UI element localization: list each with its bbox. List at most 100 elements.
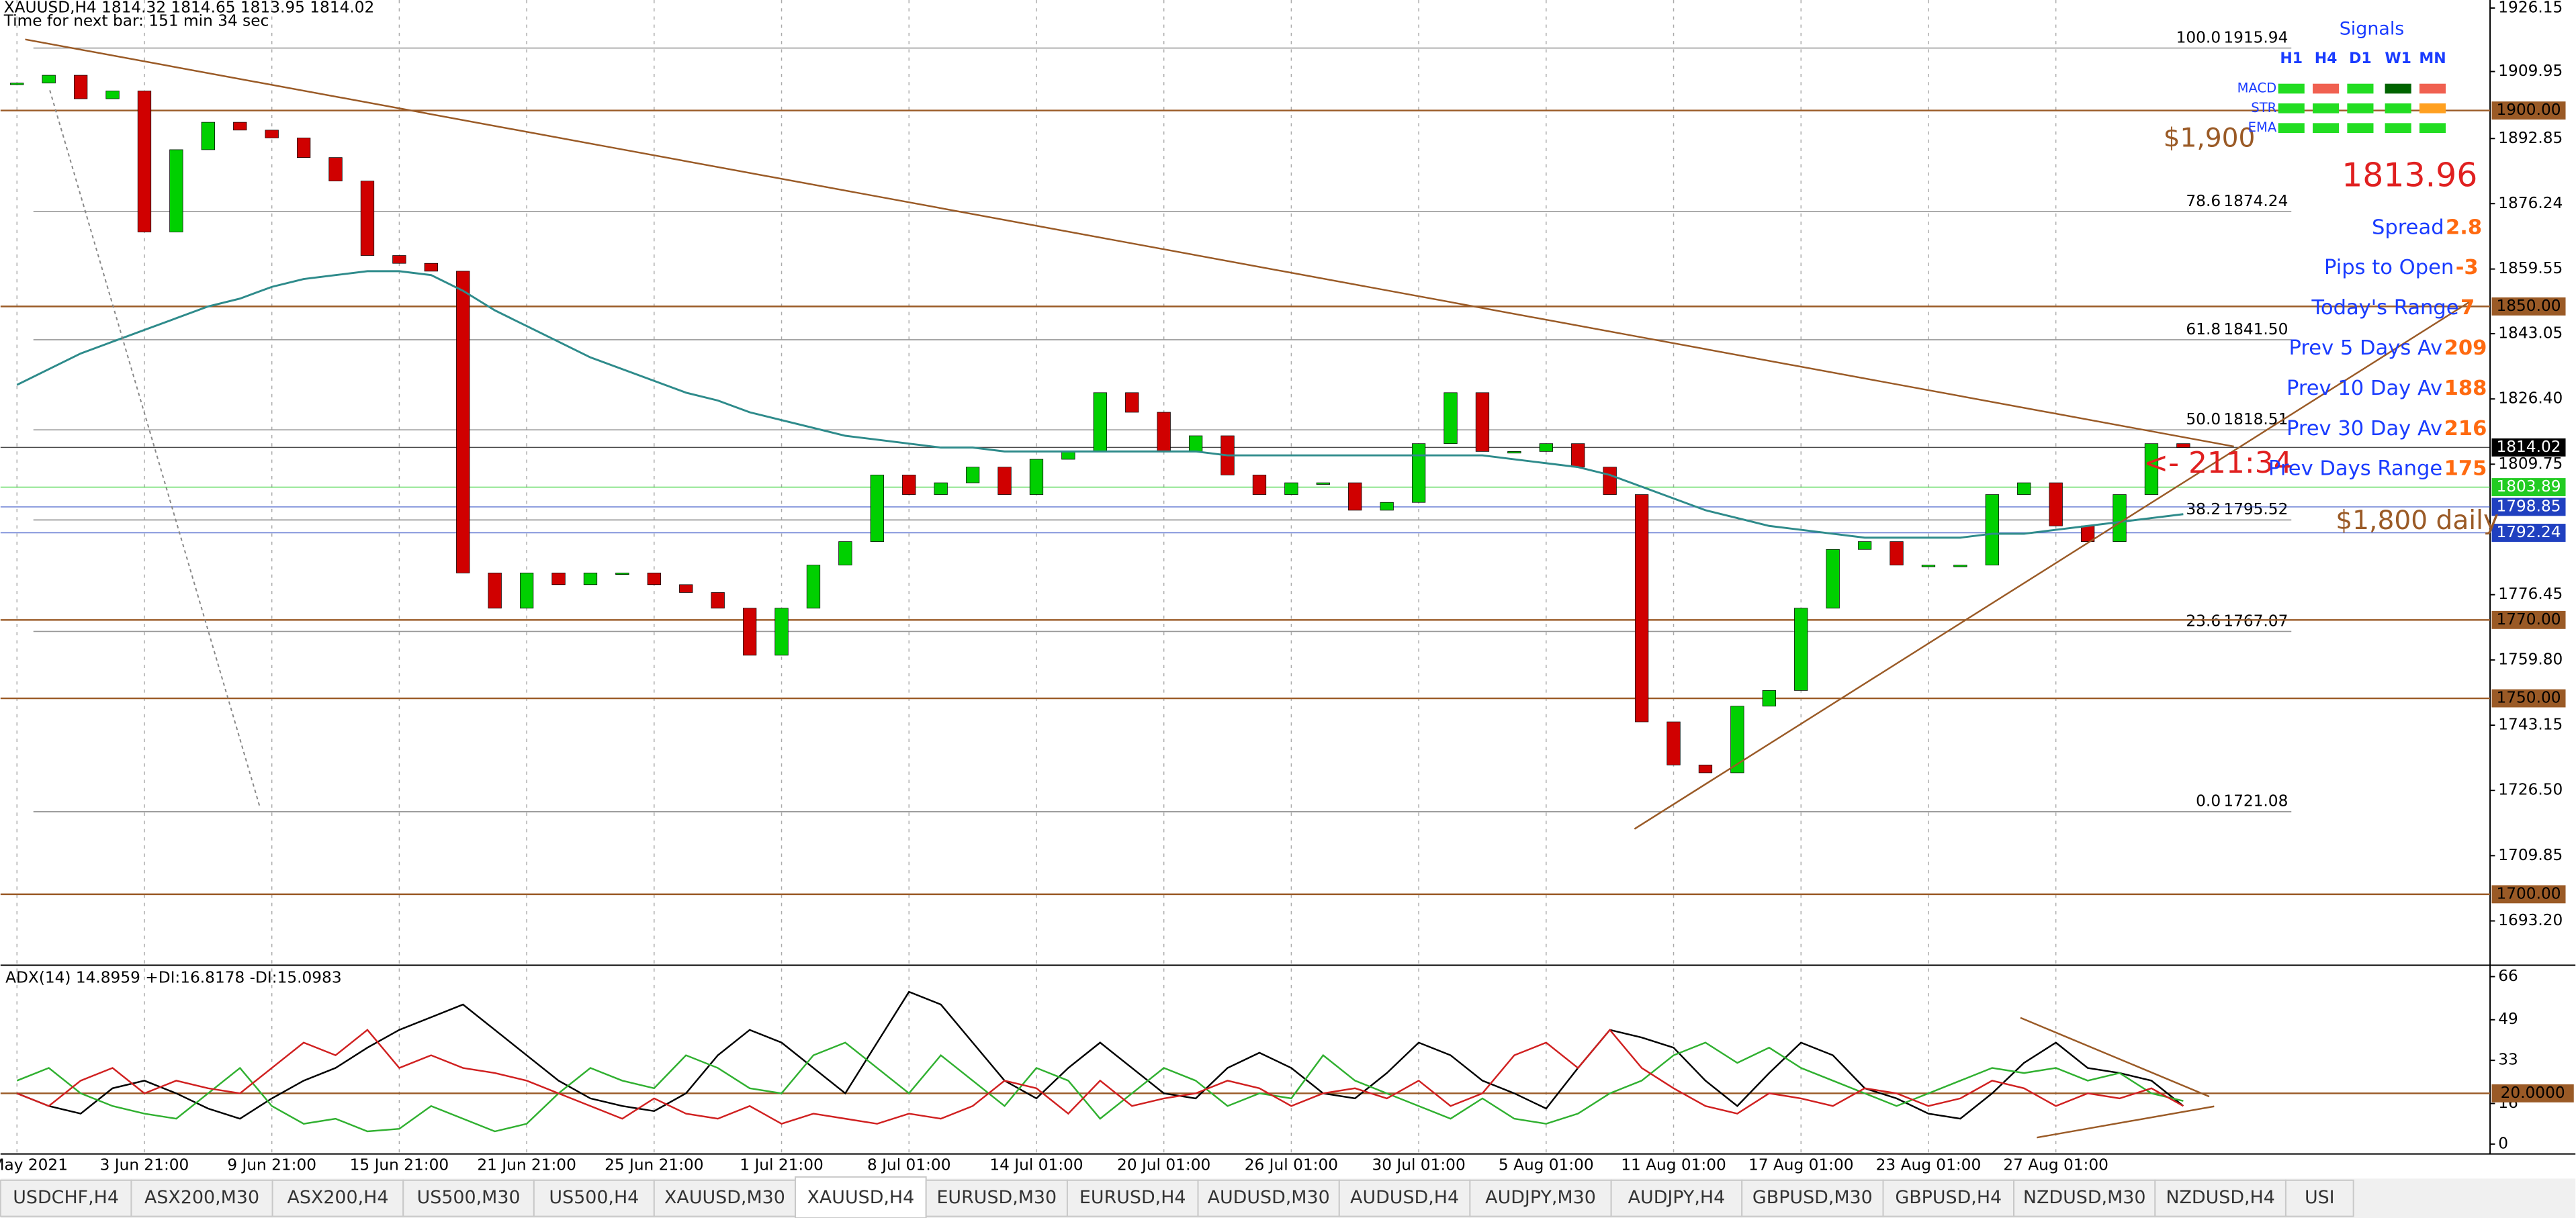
tab-label[interactable]: EURUSD,H4 <box>1079 1187 1186 1208</box>
fib-price: 1841.50 <box>2223 320 2288 338</box>
signal-box <box>2347 123 2374 134</box>
candle <box>1730 706 1744 774</box>
signal-box <box>2313 83 2340 94</box>
candle <box>1985 494 1999 565</box>
tab[interactable] <box>0 1179 132 1217</box>
candle <box>2049 482 2063 526</box>
tab[interactable] <box>1469 1179 1612 1217</box>
y-tick-label: 1776.45 <box>2498 585 2563 603</box>
annotation: $1,800 daily <box>2336 506 2499 536</box>
price-box <box>2491 524 2566 542</box>
candle <box>2144 443 2159 495</box>
signal-box <box>2278 123 2305 134</box>
candle <box>615 572 629 575</box>
active-tab[interactable] <box>795 1176 927 1218</box>
tab-label[interactable]: AUDUSD,H4 <box>1350 1187 1459 1208</box>
tab-label[interactable]: GBPUSD,M30 <box>1752 1187 1873 1208</box>
current-price: 1813.96 <box>2342 156 2477 195</box>
tab[interactable] <box>925 1179 1068 1217</box>
candle <box>1093 392 1107 452</box>
level-label: 1770.00 <box>2496 610 2561 628</box>
candle <box>1539 443 1553 452</box>
tab-label[interactable]: NZDUSD,M30 <box>2023 1187 2146 1208</box>
x-tick-label: 20 Jul 01:00 <box>1117 1156 1210 1174</box>
candle <box>711 592 725 609</box>
x-tick-label: 21 Jun 21:00 <box>477 1156 576 1174</box>
x-tick-label: 23 Aug 01:00 <box>1876 1156 1982 1174</box>
tab[interactable] <box>1338 1179 1471 1217</box>
price-box <box>2491 478 2566 496</box>
tab[interactable] <box>402 1179 535 1217</box>
y-tick-label: 1743.15 <box>2498 716 2563 734</box>
signal-box <box>2419 83 2446 94</box>
x-tick-label: 3 Jun 21:00 <box>100 1156 189 1174</box>
tab[interactable] <box>130 1179 273 1217</box>
trend-line <box>25 38 2234 448</box>
tab-label[interactable]: EURUSD,M30 <box>936 1187 1057 1208</box>
candle <box>1475 392 1490 452</box>
level-label: 1700.00 <box>2496 884 2561 902</box>
candle <box>42 75 56 84</box>
candle <box>1380 502 1394 511</box>
tab-label[interactable]: ASX200,H4 <box>287 1187 388 1208</box>
tab-label[interactable]: ASX200,M30 <box>144 1187 259 1208</box>
x-tick-label: 26 Jul 01:00 <box>1245 1156 1338 1174</box>
tab-label[interactable]: NZDUSD,H4 <box>2166 1187 2274 1208</box>
y-tick-label: 49 <box>2498 1010 2518 1028</box>
candle <box>1061 451 1075 460</box>
tab[interactable] <box>1610 1179 1743 1217</box>
candle <box>1634 494 1649 722</box>
tab[interactable] <box>2284 1179 2354 1217</box>
signal-box <box>2419 103 2446 113</box>
tab[interactable] <box>1197 1179 1340 1217</box>
candle <box>456 271 470 573</box>
trend-line <box>2037 1105 2215 1139</box>
price-label: 1814.02 <box>2496 438 2561 456</box>
y-tick-label: 1693.20 <box>2498 911 2563 929</box>
tab-label[interactable]: AUDJPY,M30 <box>1485 1187 1596 1208</box>
annotation: <- 211:34 <box>2143 446 2293 480</box>
tab-label[interactable]: XAUUSD,M30 <box>664 1187 785 1208</box>
tab-label[interactable]: USI <box>2305 1187 2335 1208</box>
candle <box>1348 482 1362 511</box>
stat-value: -3 <box>2456 256 2479 279</box>
stat-value: 216 <box>2444 417 2487 440</box>
signal-column: W1 <box>2385 50 2411 67</box>
annotation: $1,900 <box>2164 123 2256 153</box>
stat-value: 175 <box>2444 457 2487 481</box>
signal-box <box>2385 83 2411 94</box>
tab-label[interactable]: GBPUSD,H4 <box>1895 1187 2002 1208</box>
tab[interactable] <box>1882 1179 2015 1217</box>
tab[interactable] <box>533 1179 655 1217</box>
signal-box <box>2313 103 2340 113</box>
candle <box>392 255 406 264</box>
y-tick-label: 0 <box>2498 1134 2508 1152</box>
signal-box <box>2385 103 2411 113</box>
symbol-line: XAUUSD,H4 1814.32 1814.65 1813.95 1814.0… <box>4 0 375 17</box>
signal-row-label: MACD <box>2237 81 2277 96</box>
candle <box>1284 482 1298 495</box>
level-box <box>2491 1084 2574 1103</box>
signal-column: D1 <box>2349 50 2372 67</box>
candle <box>1507 451 1521 454</box>
tab[interactable] <box>2013 1179 2156 1217</box>
candle <box>1667 721 1681 765</box>
tab[interactable] <box>271 1179 404 1217</box>
y-tick-label: 33 <box>2498 1051 2518 1069</box>
level-box <box>2491 610 2566 629</box>
tab-label[interactable]: XAUUSD,H4 <box>807 1187 915 1208</box>
fib-price: 1915.94 <box>2223 28 2288 46</box>
fib-level: 78.6 <box>2186 192 2221 210</box>
candle <box>1857 541 1872 550</box>
candle <box>137 91 152 232</box>
tab-label[interactable]: US500,M30 <box>417 1187 521 1208</box>
tab-label[interactable]: US500,H4 <box>549 1187 639 1208</box>
tab-label[interactable]: USDCHF,H4 <box>13 1187 119 1208</box>
tab[interactable] <box>653 1179 797 1217</box>
tab-label[interactable]: AUDJPY,H4 <box>1628 1187 1726 1208</box>
tab[interactable] <box>1066 1179 1199 1217</box>
x-tick-label: 14 Jul 01:00 <box>989 1156 1083 1174</box>
candle <box>679 584 693 593</box>
tab-label[interactable]: AUDUSD,M30 <box>1208 1187 1330 1208</box>
